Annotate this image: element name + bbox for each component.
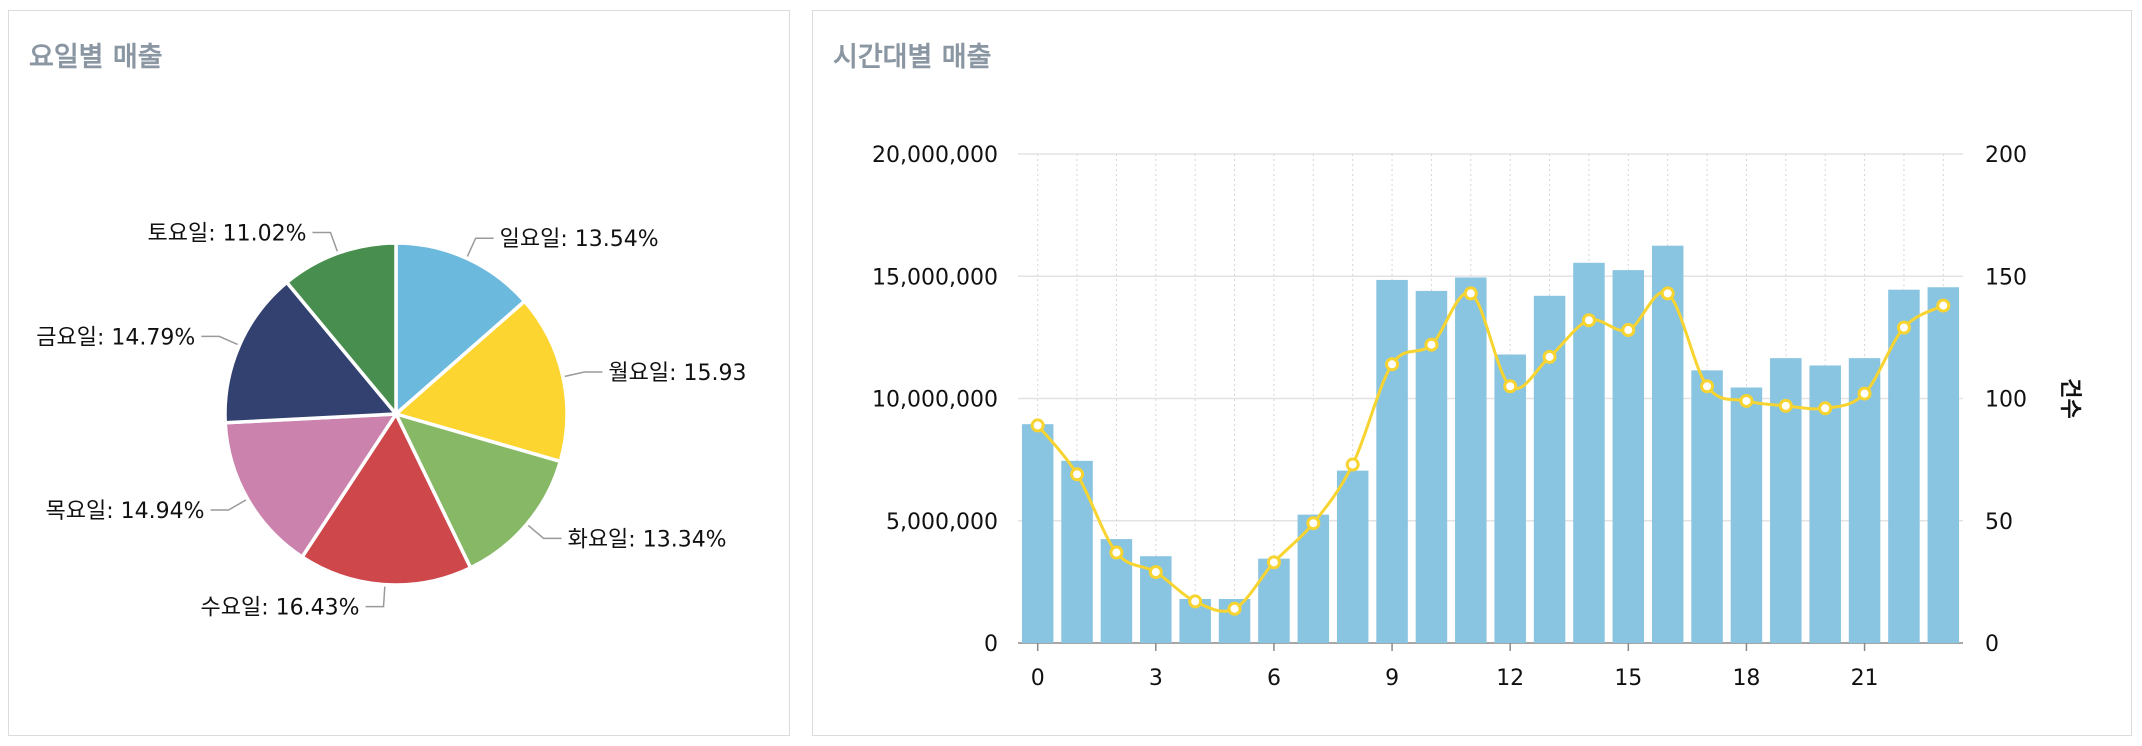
bar: [1651, 245, 1684, 643]
x-tick-label: 15: [1614, 666, 1642, 691]
bar: [1494, 354, 1526, 643]
x-tick-label: 12: [1496, 666, 1524, 691]
line-point: [1503, 379, 1518, 394]
y-tick-label: 5,000,000: [886, 510, 998, 535]
line-point: [1385, 357, 1400, 372]
pie-slice: [285, 241, 398, 416]
hourly-sales-panel: 시간대별 매출 0 5,000,000 10,000,000 15,000,000 20…: [812, 10, 2132, 736]
bar: [1848, 358, 1881, 643]
line-point: [1621, 323, 1636, 338]
pie-slice-label: 수요일: 16.43%: [201, 596, 360, 621]
pie-leader-line: [466, 237, 494, 257]
weekday-sales-title: 요일별 매출: [29, 42, 163, 73]
line-point: [1306, 516, 1321, 531]
x-tick-label: 9: [1385, 666, 1399, 691]
pie-slice: [223, 280, 398, 425]
y2-axis-title: 건수: [2057, 378, 2082, 418]
line-point: [1109, 545, 1124, 560]
y2-tick-label: 100: [1985, 388, 2027, 413]
bar: [1336, 470, 1369, 643]
weekday-sales-panel: 요일별 매출 일요일: 13.54% 월요일: 15.93 화요일: 13.34% 수…: [8, 10, 790, 736]
line-point: [1345, 457, 1360, 472]
bar: [1258, 558, 1290, 643]
pie-leader-line: [365, 586, 386, 608]
line-point: [1857, 386, 1872, 401]
pie-slice: [223, 412, 398, 559]
y2-tick-label: 200: [1985, 143, 2027, 168]
pie-leader-line: [527, 524, 562, 540]
line-point: [1463, 286, 1478, 301]
x-tick-label: 18: [1732, 666, 1760, 691]
line-point: [1227, 601, 1242, 616]
pie-slice: [394, 299, 569, 464]
weekday-pie-chart: 일요일: 13.54% 월요일: 15.93 화요일: 13.34% 수요일: 16.…: [36, 221, 746, 621]
y-tick-label: 20,000,000: [872, 143, 998, 168]
line-point: [1266, 555, 1281, 570]
bar: [1691, 370, 1723, 643]
line-point: [1542, 349, 1557, 364]
line-point: [1030, 418, 1045, 433]
pie-slice: [394, 241, 527, 416]
y2-tick-label: 50: [1985, 510, 2013, 535]
pie-leader-line: [210, 499, 247, 511]
pie-slice-label: 토요일: 11.02%: [147, 221, 306, 246]
pie-slice: [300, 412, 473, 587]
hourly-sales-title: 시간대별 매출: [833, 42, 992, 73]
x-tick-label: 0: [1031, 666, 1045, 691]
line-point: [1700, 379, 1715, 394]
line-point: [1148, 565, 1163, 580]
pie-leader-line: [201, 335, 238, 346]
pie-leader-line: [312, 231, 338, 252]
line-point: [1581, 313, 1596, 328]
bar: [1376, 279, 1408, 643]
line-point: [1070, 467, 1085, 482]
hourly-bar-line-chart: 0 5,000,000 10,000,000 15,000,000 20,000,000…: [872, 143, 2082, 691]
pie-slice-label: 일요일: 13.54%: [500, 227, 659, 252]
pie-leader-line: [564, 371, 603, 378]
pie-slice-label: 월요일: 15.93: [608, 361, 746, 386]
bar: [1927, 287, 1960, 643]
pie-slice: [394, 412, 563, 570]
x-tick-label: 21: [1851, 666, 1879, 691]
bar: [1455, 277, 1487, 643]
y-tick-label: 15,000,000: [872, 265, 998, 290]
line-point: [1818, 401, 1833, 416]
y2-tick-label: 150: [1985, 265, 2027, 290]
y-tick-label: 0: [984, 632, 998, 657]
line-point: [1188, 594, 1203, 609]
bar: [1730, 387, 1763, 643]
bar: [1888, 289, 1920, 643]
y-tick-label: 10,000,000: [872, 388, 998, 413]
y2-tick-label: 0: [1985, 632, 1999, 657]
pie-slice-label: 목요일: 14.94%: [46, 499, 205, 524]
line-point: [1936, 298, 1951, 313]
bar: [1021, 424, 1054, 643]
x-tick-label: 6: [1267, 666, 1281, 691]
line-point: [1424, 337, 1439, 352]
line-point: [1896, 320, 1911, 335]
pie-slice-label: 화요일: 13.34%: [568, 527, 727, 552]
x-tick-label: 3: [1149, 666, 1163, 691]
bar: [1061, 460, 1093, 643]
count-line: [1036, 290, 1945, 613]
line-point: [1739, 393, 1754, 408]
line-point: [1660, 286, 1675, 301]
pie-slice-label: 금요일: 14.79%: [36, 325, 195, 350]
line-point: [1778, 398, 1793, 413]
